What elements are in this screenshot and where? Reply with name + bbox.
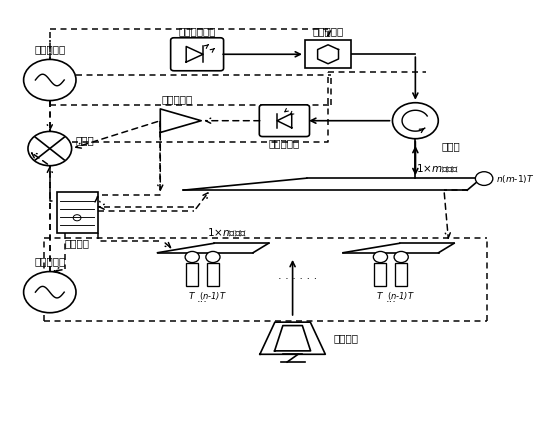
FancyBboxPatch shape [171,38,224,71]
FancyBboxPatch shape [259,105,310,137]
Text: $T$: $T$ [376,290,385,301]
Text: $T$: $T$ [188,290,196,301]
Bar [186,263,198,286]
Text: 1×$n$光开关: 1×$n$光开关 [207,226,247,238]
Circle shape [475,172,493,185]
Bar [395,263,407,286]
Text: 环形器: 环形器 [441,141,459,151]
Bar [57,193,97,233]
Text: $n(m$-1)$T$: $n(m$-1)$T$ [496,172,534,184]
Text: $(n$-1)$T$: $(n$-1)$T$ [387,290,415,302]
Text: 光电探测器: 光电探测器 [269,138,300,148]
Circle shape [206,252,220,263]
Text: 1×$m$光开关: 1×$m$光开关 [416,162,459,174]
Bar [207,263,219,286]
Bar [305,40,351,68]
Text: 待测天线: 待测天线 [334,333,358,343]
Text: ···: ··· [197,297,208,307]
Text: 半导体激光器: 半导体激光器 [178,26,216,36]
Text: 锁相放大器: 锁相放大器 [161,95,193,104]
Text: 主控单元: 主控单元 [65,238,90,249]
Circle shape [392,103,438,139]
Bar [375,263,386,286]
Text: ···: ··· [386,297,396,307]
Circle shape [185,252,199,263]
Text: 混频器: 混频器 [76,135,95,145]
Text: · · · · · ·: · · · · · · [278,274,318,284]
Text: 电光调制器: 电光调制器 [312,26,344,36]
Circle shape [24,59,76,101]
Circle shape [28,132,72,166]
Circle shape [374,252,387,263]
Text: $(n$-1)$T$: $(n$-1)$T$ [199,290,227,302]
Circle shape [24,272,76,313]
Text: 本地振荡器: 本地振荡器 [34,44,66,54]
Text: 射频振荡器: 射频振荡器 [34,256,66,267]
Circle shape [394,252,408,263]
